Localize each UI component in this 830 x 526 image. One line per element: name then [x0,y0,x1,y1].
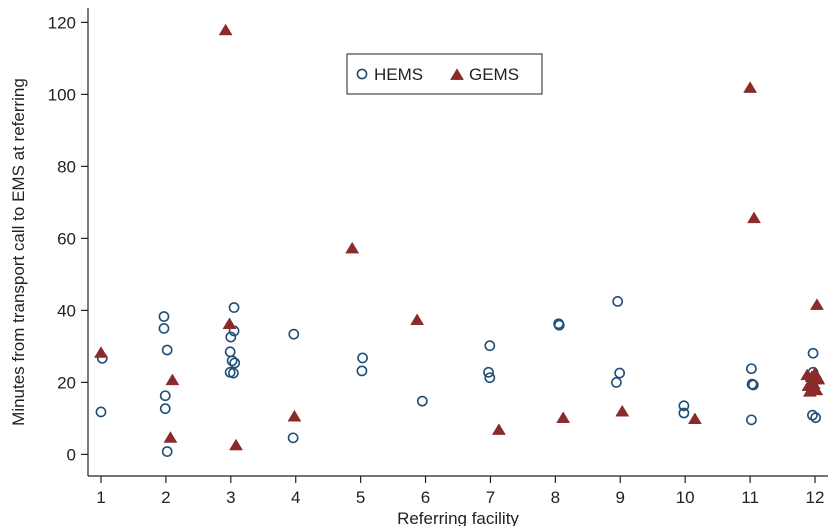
y-tick-label: 80 [57,157,76,176]
hems-point [158,322,170,334]
x-tick-label: 1 [96,488,105,507]
y-tick-label: 60 [57,229,76,248]
y-axis-label: Minutes from transport call to EMS at re… [9,78,28,426]
hems-point [229,357,241,369]
hems-point [553,319,565,331]
axes [87,8,828,477]
hems-point [807,347,819,359]
hems-point [228,302,240,313]
legend-hems-marker [356,68,368,80]
hems-point [612,295,624,307]
legend-box [346,53,543,95]
x-tick-label: 2 [161,488,170,507]
legend-gems-marker [450,68,464,80]
hems-point [483,366,494,378]
hems-point [161,344,173,356]
gems-point [556,411,571,423]
y-tick-label: 0 [67,445,76,464]
hems-point [159,403,171,415]
x-tick-label: 5 [356,488,365,507]
gems-point [806,382,821,394]
hems-point [810,412,822,424]
hems-point [614,367,626,379]
data-points [94,23,826,457]
hems-point [226,355,238,367]
x-tick-label: 9 [616,488,625,507]
y-tick-label: 120 [48,13,76,32]
x-tick-label: 10 [676,488,695,507]
gems-point [810,298,824,310]
y-tick-label: 40 [57,301,76,320]
series-hems [95,295,822,457]
hems-point [288,328,300,340]
hems-point [228,367,239,379]
y-tick-label: 100 [48,85,76,104]
gems-point [165,373,180,386]
x-tick-label: 3 [226,488,235,507]
hems-point [484,340,496,352]
gems-point [94,346,108,358]
x-tick-label: 6 [421,488,430,507]
y-tick-label: 20 [57,373,76,392]
hems-point [746,363,757,375]
gems-point [163,431,178,443]
hems-point [610,376,622,388]
hems-point [746,414,757,426]
gems-point [743,81,758,93]
gems-point [229,438,243,451]
hems-point [416,395,428,407]
hems-point [287,432,299,444]
legend-gems-label: GEMS [469,65,519,84]
gems-point [491,423,506,435]
gems-point [747,211,761,224]
hems-point [484,372,496,384]
x-tick-label: 12 [806,488,825,507]
hems-point [161,446,173,457]
gems-point [222,317,237,329]
gems-point [287,409,302,422]
hems-point [159,390,171,402]
gems-point [345,241,360,254]
hems-point [158,311,170,322]
gems-point [810,371,825,383]
hems-point [225,331,237,343]
hems-point [807,409,818,421]
x-tick-label: 7 [486,488,495,507]
x-axis-label: Referring facility [397,509,519,526]
hems-point [356,365,368,377]
legend: HEMS GEMS [346,53,543,95]
x-tick-label: 4 [291,488,300,507]
gems-point [615,404,630,417]
y-axis-ticks: 0 20 40 60 80 100 120 [48,13,88,464]
hems-point [357,352,368,364]
gems-point [410,313,425,326]
gems-point [218,23,233,36]
hems-point [678,400,690,412]
gems-point [687,412,702,425]
hems-point [95,406,107,418]
legend-hems-label: HEMS [374,65,423,84]
x-tick-label: 8 [551,488,560,507]
series-gems [94,23,826,451]
x-axis-ticks: 1 2 3 4 5 6 7 8 9 10 11 12 [96,476,824,507]
hems-point [678,407,690,419]
hems-point [747,379,759,391]
x-tick-label: 11 [741,488,759,507]
hems-point [224,346,236,358]
